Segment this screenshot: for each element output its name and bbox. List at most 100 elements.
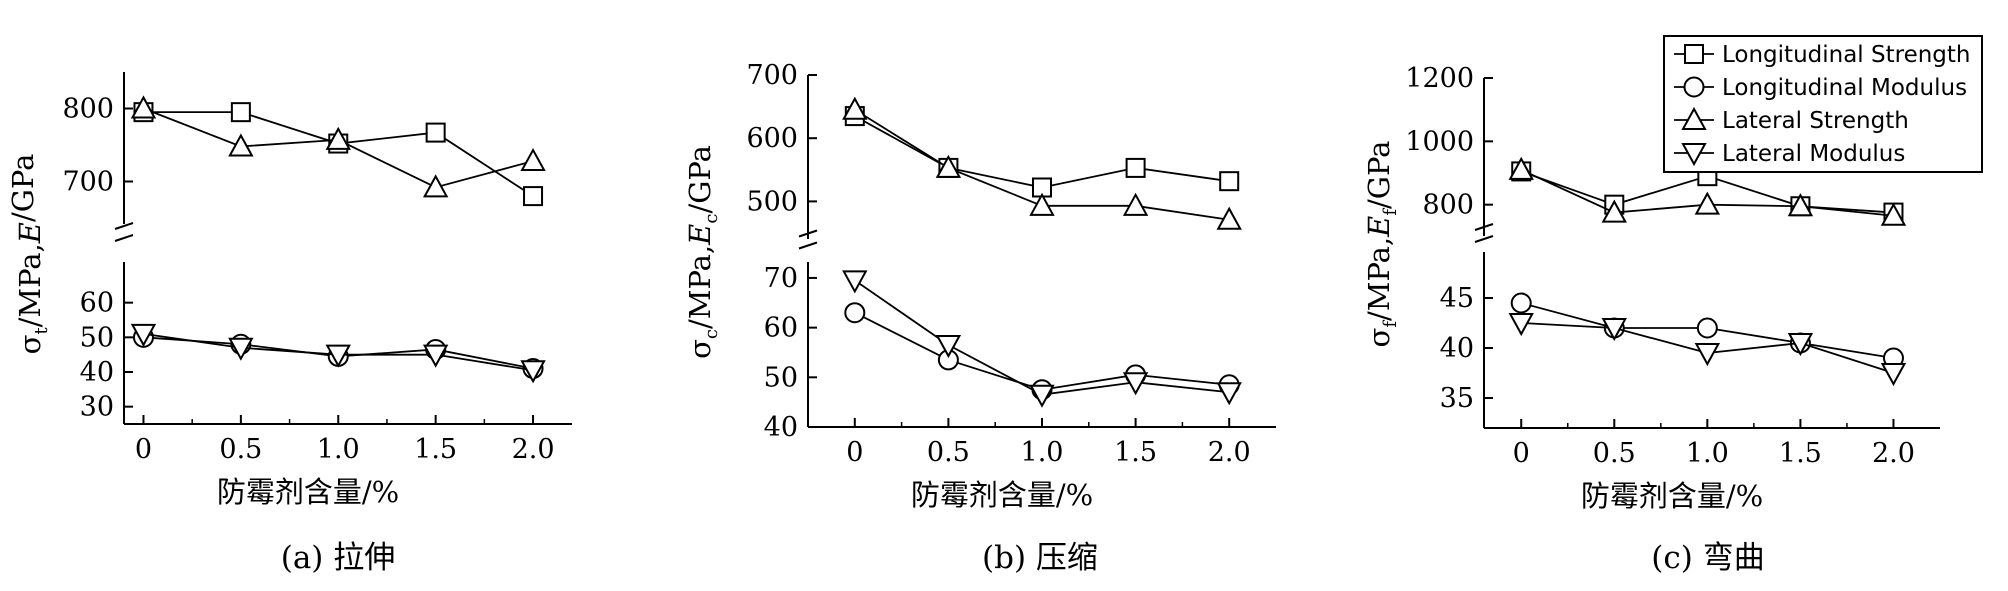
data-point (230, 102, 251, 123)
y-tick-label: 500 (746, 186, 798, 217)
data-point (1787, 333, 1814, 357)
x-tick-label: 2.0 (512, 434, 555, 465)
x-tick-label: 1.5 (1114, 437, 1157, 468)
data-point (1508, 156, 1534, 180)
series-longitudinal-strength (844, 106, 1240, 198)
series-lateral-modulus (130, 323, 546, 384)
y-axis-label-part: t (31, 327, 52, 335)
data-point (1601, 199, 1627, 223)
x-tick-label: 1.0 (1021, 437, 1064, 468)
data-point (1880, 363, 1907, 387)
series-longitudinal-modulus (1510, 292, 1904, 369)
y-axis-label-part: E (683, 224, 717, 246)
legend-box (1663, 35, 1983, 173)
y-axis-label-part: f (1380, 320, 1401, 328)
data-point (1601, 318, 1627, 342)
data-point (935, 335, 962, 359)
legend-marker (1681, 106, 1707, 130)
data-point (228, 337, 254, 361)
data-point (130, 95, 157, 119)
series-line (854, 279, 1230, 396)
y-axis-label: σt/MPa,E/GPa (6, 154, 52, 355)
data-point (422, 174, 449, 198)
data-point (842, 96, 868, 120)
series-lateral-modulus (1508, 313, 1907, 387)
y-tick-label: 30 (80, 392, 114, 423)
axis-break-mark (114, 222, 134, 230)
x-tick-label: 0 (1513, 438, 1530, 469)
series-lateral-strength (1508, 156, 1907, 226)
subfigure-caption: (a) 拉伸 (281, 540, 396, 576)
y-axis-label: σc/MPa,Ec/GPa (683, 145, 722, 359)
data-point (1216, 382, 1242, 406)
y-tick-label: 1200 (1405, 63, 1474, 94)
data-point (325, 344, 351, 368)
subfigure-caption: (c) 弯曲 (1651, 540, 1764, 576)
data-point (1510, 292, 1532, 314)
axis-break-mark (1474, 223, 1494, 231)
y-axis-label-part: /MPa, (1362, 237, 1396, 321)
data-point (523, 186, 544, 207)
data-point (1787, 193, 1814, 217)
data-point (425, 122, 446, 143)
series-lateral-strength (130, 95, 546, 198)
data-point (1694, 191, 1721, 215)
y-tick-label: 600 (746, 123, 798, 154)
legend-marker (1681, 143, 1707, 167)
x-tick-label: 0.5 (1593, 438, 1636, 469)
x-tick-label: 0 (135, 434, 152, 465)
axis-break-mark (1474, 235, 1494, 243)
axis-break-mark (798, 241, 818, 250)
y-axis-label-part: /GPa (6, 154, 40, 222)
y-tick-label: 40 (764, 412, 798, 443)
y-tick-label: 40 (1440, 333, 1474, 364)
y-axis-label: σf/MPa,Ef/GPa (1362, 141, 1401, 348)
series-longitudinal-strength (133, 102, 544, 207)
y-tick-label: 1000 (1405, 126, 1474, 157)
y-axis-label-part: /MPa, (13, 243, 47, 327)
series-line (854, 115, 1230, 189)
x-axis-label: 防霉剂含量/% (911, 478, 1093, 512)
x-tick-label: 0.5 (219, 434, 262, 465)
data-point (422, 344, 449, 368)
y-axis-label-part: σ (683, 339, 717, 359)
data-point (1696, 317, 1718, 339)
y-axis-label-part: σ (1362, 328, 1396, 348)
y-axis-label-part: c (701, 214, 722, 224)
y-axis-label-part: /GPa (1362, 141, 1396, 209)
legend: Longitudinal Strength Longitudinal Modulu… (1663, 35, 1983, 173)
data-point (228, 133, 254, 157)
legend-marker (1684, 44, 1704, 64)
x-tick-label: 1.5 (1779, 438, 1822, 469)
legend-label: Lateral Modulus (1722, 141, 1905, 167)
y-tick-label: 40 (80, 357, 114, 388)
y-axis-label-part: E (1362, 216, 1396, 238)
data-point (1880, 202, 1907, 226)
data-point (520, 147, 546, 172)
series-line (143, 111, 534, 197)
y-axis-label-part: E (13, 222, 47, 244)
y-tick-label: 50 (764, 362, 798, 393)
y-tick-label: 700 (746, 60, 798, 91)
data-point (844, 302, 866, 324)
legend-label: Longitudinal Strength (1722, 42, 1971, 68)
x-axis-label: 防霉剂含量/% (1581, 479, 1763, 513)
subfigure-caption: (b) 压缩 (982, 540, 1098, 576)
y-tick-label: 50 (80, 322, 114, 353)
data-point (130, 323, 157, 347)
y-tick-label: 70 (764, 263, 798, 294)
series-lateral-strength (842, 96, 1242, 230)
data-point (1694, 343, 1721, 367)
data-point (1125, 157, 1146, 178)
data-point (520, 360, 546, 384)
x-tick-label: 0.5 (927, 437, 970, 468)
y-axis-label-part: σ (13, 335, 47, 355)
x-tick-label: 1.0 (317, 434, 360, 465)
y-axis-label-part: /GPa (683, 145, 717, 213)
legend-label: Lateral Strength (1722, 108, 1909, 134)
y-axis-label-part: f (1380, 208, 1401, 216)
y-tick-label: 800 (1422, 190, 1474, 221)
